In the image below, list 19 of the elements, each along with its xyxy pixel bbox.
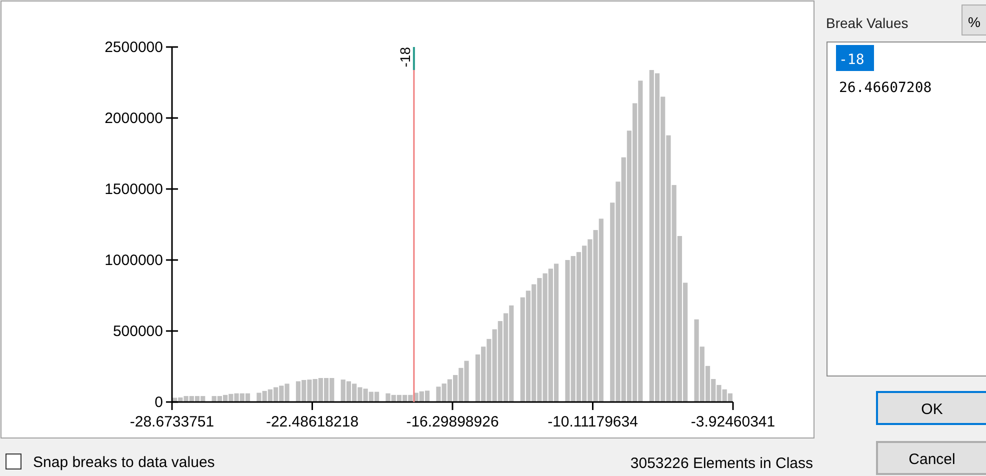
y-tick-label: 500000 bbox=[112, 322, 163, 340]
list-box: -18 26.46607208 bbox=[826, 42, 986, 376]
y-tick-label: 2000000 bbox=[104, 110, 163, 127]
y-tick-label: 2500000 bbox=[104, 38, 163, 56]
ok-button: OK bbox=[876, 391, 986, 425]
x-tick-label: -22.48618218 bbox=[266, 414, 359, 430]
text: Break Values bbox=[826, 15, 908, 31]
cancel-button: Cancel bbox=[876, 441, 986, 475]
x-tick-label: -3.92460341 bbox=[690, 414, 776, 430]
x-tick-label: -16.29898926 bbox=[406, 414, 499, 430]
y-tick-label: 1000000 bbox=[104, 252, 163, 269]
ref-line-label: -18 bbox=[396, 46, 413, 68]
y-tick-label: 1500000 bbox=[104, 180, 163, 198]
x-tick-label: -10.11179634 bbox=[548, 414, 638, 430]
text: 3053226 Elements in Class bbox=[630, 455, 813, 472]
percent-button: % bbox=[962, 4, 986, 36]
text: Snap breaks to data values bbox=[33, 454, 215, 471]
x-tick-label: -28.6733751 bbox=[130, 414, 214, 430]
y-tick-label: 0 bbox=[154, 394, 163, 411]
